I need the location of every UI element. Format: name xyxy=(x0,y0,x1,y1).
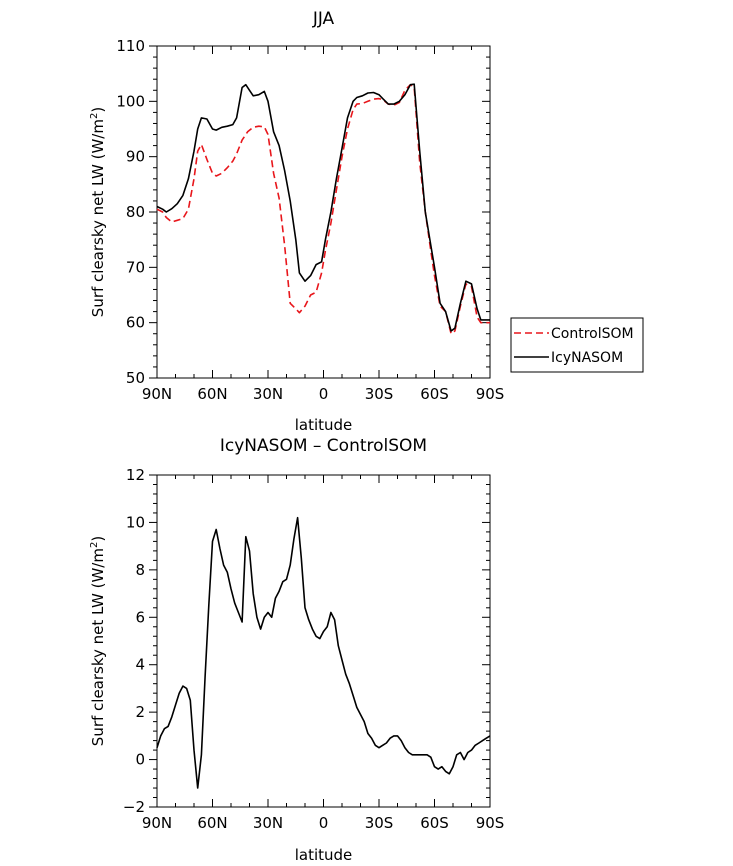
y-tick-label: 12 xyxy=(126,466,145,484)
x-tick-label: 60N xyxy=(197,814,227,832)
y-tick-label: 100 xyxy=(116,92,145,110)
y-tick-label: 10 xyxy=(126,513,145,531)
plot-frame xyxy=(156,45,491,379)
y-tick-label: 4 xyxy=(135,656,145,674)
x-tick-label: 90N xyxy=(142,814,172,832)
x-tick-label: 30N xyxy=(253,385,283,403)
legend-box xyxy=(510,317,644,373)
legend-label: IcyNASOM xyxy=(551,350,623,366)
y-tick-label: 90 xyxy=(126,148,145,166)
series-line-1 xyxy=(156,516,491,789)
x-tick-label: 60S xyxy=(420,385,449,403)
chart-panel-2: IcyNASOM – ControlSOM 90N 60N 30N 0 30S 60S 90S… xyxy=(89,436,504,864)
y-tick-label: 2 xyxy=(135,703,145,721)
legend-label: ControlSOM xyxy=(551,326,634,342)
y-tick-label: −2 xyxy=(123,798,145,816)
legend: ControlSOM IcyNASOM xyxy=(510,317,644,373)
y-axis-label-superscript: 2 xyxy=(89,113,100,119)
y-axis-label-superscript: 2 xyxy=(89,542,100,548)
chart-title: JJA xyxy=(312,9,335,29)
y-tick-label: 70 xyxy=(126,258,145,276)
y-axis-label-text: Surf clearsky net LW (W/m xyxy=(89,119,107,317)
y-axis-label-tail: ) xyxy=(89,536,107,542)
x-axis-label: latitude xyxy=(295,416,353,434)
y-axis-label-text: Surf clearsky net LW (W/m xyxy=(89,548,107,746)
chart-panel-1: JJA 90N 60N 30N 0 30S 60S 90S 50 60 70 80 90 100 110 la… xyxy=(89,9,644,434)
x-tick-label: 60N xyxy=(197,385,227,403)
x-tick-label: 60S xyxy=(420,814,449,832)
x-axis-label: latitude xyxy=(295,846,353,864)
y-tick-label: 6 xyxy=(135,608,145,626)
y-tick-label: 60 xyxy=(126,314,145,332)
x-tick-label: 0 xyxy=(319,385,329,403)
y-tick-label: 8 xyxy=(135,561,145,579)
y-tick-label: 110 xyxy=(116,37,145,55)
x-tick-label: 0 xyxy=(319,814,329,832)
series-line-controlsom xyxy=(156,83,490,335)
series-line-icynasom xyxy=(156,83,490,332)
y-tick-label: 80 xyxy=(126,203,145,221)
x-tick-label: 90N xyxy=(142,385,172,403)
x-tick-label: 90S xyxy=(476,814,505,832)
y-axis-label: Surf clearsky net LW (W/m2) xyxy=(89,107,107,317)
x-tick-label: 30S xyxy=(365,814,394,832)
y-axis-label-tail: ) xyxy=(89,107,107,113)
x-tick-label: 30S xyxy=(365,385,394,403)
y-tick-label: 0 xyxy=(135,751,145,769)
y-tick-label: 50 xyxy=(126,369,145,387)
x-tick-label: 30N xyxy=(253,814,283,832)
x-tick-label: 90S xyxy=(476,385,505,403)
y-axis-label: Surf clearsky net LW (W/m2) xyxy=(89,536,107,746)
chart-title: IcyNASOM – ControlSOM xyxy=(220,436,427,456)
